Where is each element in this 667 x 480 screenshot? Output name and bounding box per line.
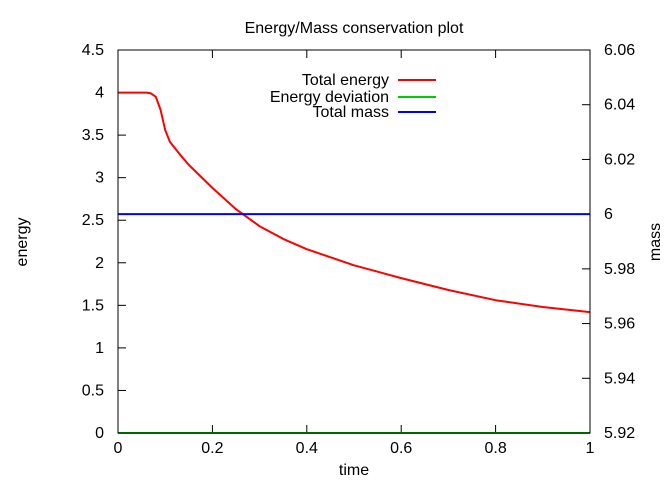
y2-tick-label: 6: [604, 206, 613, 223]
x-tick-label: 0.6: [390, 440, 412, 457]
y2-axis-title: mass: [647, 223, 664, 261]
y-tick-label: 3: [95, 170, 104, 187]
y2-tick-label: 6.02: [604, 151, 635, 168]
y2-tick-label: 5.96: [604, 316, 635, 333]
legend-label-total-mass: Total mass: [313, 104, 389, 121]
series-line-total-energy: [118, 91, 591, 314]
y-tick-label: 1.5: [82, 297, 104, 314]
y-tick-label: 4.5: [82, 42, 104, 59]
y-tick-label: 2: [95, 255, 104, 272]
y2-tick-label: 5.98: [604, 261, 635, 278]
y-tick-label: 0: [95, 425, 104, 442]
y2-tick-label: 5.94: [604, 370, 635, 387]
y-tick-label: 3.5: [82, 127, 104, 144]
y2-tick-label: 6.06: [604, 42, 635, 59]
y-tick-label: 4: [95, 85, 104, 102]
x-tick-label: 1: [586, 440, 595, 457]
y2-tick-label: 5.92: [604, 425, 635, 442]
y-axis-title: energy: [14, 218, 31, 267]
plot-frame: [117, 49, 591, 434]
chart-title: Energy/Mass conservation plot: [245, 20, 464, 37]
y-tick-label: 0.5: [82, 382, 104, 399]
y2-tick-label: 6.04: [604, 97, 635, 114]
legend-label-energy-deviation: Energy deviation: [270, 89, 389, 106]
x-tick-label: 0.4: [296, 440, 318, 457]
x-tick-label: 0: [114, 440, 123, 457]
x-tick-label: 0.2: [201, 440, 223, 457]
y-tick-label: 2.5: [82, 212, 104, 229]
y-tick-label: 1: [95, 340, 104, 357]
x-tick-label: 0.8: [484, 440, 506, 457]
x-axis-title: time: [339, 462, 369, 479]
legend-label-total-energy: Total energy: [302, 72, 389, 89]
